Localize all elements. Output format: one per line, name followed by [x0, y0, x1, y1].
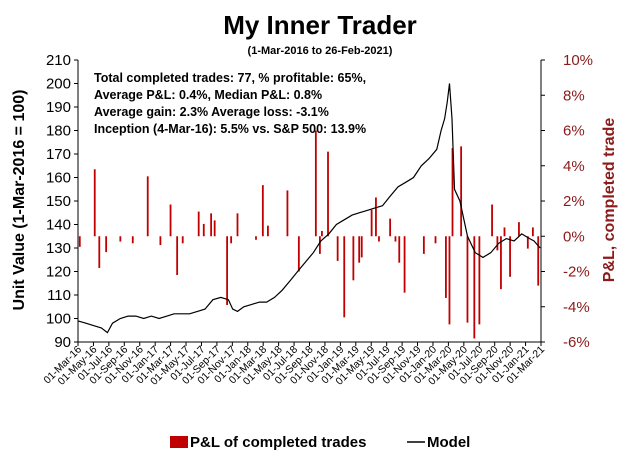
y-tick-label-right: 6%	[563, 123, 585, 140]
pnl-bar	[236, 213, 239, 237]
pnl-bar	[159, 236, 162, 246]
legend-label-line: Model	[427, 434, 470, 451]
pnl-bar	[267, 225, 269, 237]
pnl-bar	[496, 236, 499, 251]
pnl-bar	[500, 236, 502, 290]
pnl-bar	[518, 222, 520, 237]
y-tick-label-left: 120	[46, 264, 71, 281]
pnl-bar	[398, 236, 401, 263]
legend-label-bar: P&L of completed trades	[190, 434, 366, 451]
y-tick-label-left: 110	[47, 287, 71, 304]
pnl-bar	[445, 236, 447, 298]
pnl-bar	[503, 227, 506, 237]
y-tick-label-left: 160	[46, 170, 71, 187]
pnl-bar	[230, 236, 233, 244]
pnl-bar	[473, 236, 476, 339]
y-tick-label-right: -6%	[563, 334, 590, 351]
pnl-bar	[327, 151, 329, 237]
pnl-bar	[478, 236, 481, 325]
pnl-bar	[509, 236, 511, 277]
pnl-bar	[210, 213, 213, 237]
plot-area: 90 100 110 120 130 140 150 160 170 180 190 200 210 -6…	[41, 52, 593, 388]
y-axis-right-label: P&L, completed trade	[601, 118, 618, 283]
y-tick-label-left: 180	[46, 123, 71, 140]
pnl-bar	[531, 227, 534, 237]
pnl-bar	[389, 218, 392, 237]
pnl-bar	[105, 236, 108, 253]
pnl-bar	[321, 230, 323, 237]
pnl-bar	[526, 236, 529, 249]
pnl-bar	[93, 169, 96, 237]
pnl-bar	[360, 236, 363, 258]
chart-subtitle: (1-Mar-2016 to 26-Feb-2021)	[248, 45, 393, 57]
y-tick-label-left: 150	[46, 193, 71, 210]
y-tick-label-right: -2%	[563, 264, 590, 281]
annotation-box: Total completed trades: 77, % profitable…	[94, 71, 366, 136]
pnl-bar	[460, 146, 463, 237]
pnl-bar	[352, 236, 355, 281]
pnl-bar	[213, 220, 216, 237]
pnl-bar	[131, 236, 134, 244]
pnl-bar	[378, 236, 380, 242]
pnl-bar	[202, 223, 205, 237]
pnl-bar	[448, 236, 451, 325]
legend-swatch-bar	[170, 436, 188, 448]
model-line	[77, 83, 541, 334]
pnl-bar	[146, 176, 149, 237]
pnl-bar	[119, 236, 122, 242]
y-tick-label-left: 200	[46, 76, 71, 93]
pnl-bar	[261, 185, 264, 237]
pnl-bar	[78, 236, 81, 247]
pnl-bar	[466, 236, 469, 323]
y-tick-label-left: 170	[46, 146, 71, 163]
pnl-bar	[491, 204, 493, 237]
pnl-bar	[358, 236, 361, 263]
y-tick-label-left: 100	[46, 311, 71, 328]
pnl-bar	[226, 236, 228, 305]
pnl-bar	[451, 148, 454, 237]
y-tick-label-left: 90	[54, 334, 71, 351]
pnl-bar	[169, 204, 172, 237]
pnl-bar	[176, 236, 179, 276]
pnl-bar	[297, 236, 300, 272]
y-tick-label-left: 190	[46, 99, 71, 116]
pnl-bar	[537, 236, 540, 286]
y-tick-label-right: -4%	[563, 299, 590, 316]
pnl-bar	[181, 236, 184, 244]
annotation-line: Average P&L: 0.4%, Median P&L: 0.8%	[94, 88, 322, 102]
y-axis-left-label: Unit Value (1-Mar-2016 = 100)	[11, 90, 28, 311]
annotation-line: Inception (4-Mar-16): 5.5% vs. S&P 500: …	[94, 122, 366, 136]
pnl-bar	[255, 236, 257, 240]
pnl-bar	[394, 236, 397, 242]
pnl-bar	[197, 211, 200, 237]
pnl-bar	[422, 236, 425, 254]
pnl-bar	[343, 236, 346, 318]
pnl-bar	[318, 236, 321, 254]
legend: P&L of completed trades Model	[170, 434, 470, 451]
annotation-line: Total completed trades: 77, % profitable…	[94, 71, 366, 85]
pnl-bar	[434, 236, 437, 244]
pnl-bar	[336, 236, 339, 261]
chart-title: My Inner Trader	[223, 10, 417, 40]
y-tick-label-left: 140	[46, 217, 71, 234]
pnl-bar	[314, 130, 317, 237]
y-tick-label-right: 2%	[563, 193, 585, 210]
y-tick-label-right: 4%	[563, 158, 585, 175]
pnl-bar	[286, 190, 289, 237]
pnl-bar	[370, 209, 373, 237]
pnl-bar	[98, 236, 101, 268]
y-tick-label-left: 130	[46, 240, 71, 257]
y-tick-label-left: 210	[46, 52, 71, 69]
y-tick-label-right: 8%	[563, 87, 585, 104]
annotation-line: Average gain: 2.3% Average loss: -3.1%	[94, 105, 329, 119]
y-tick-label-right: 0%	[563, 228, 585, 245]
pnl-bar	[375, 197, 377, 237]
pnl-bar	[403, 236, 406, 293]
y-tick-label-right: 10%	[563, 52, 593, 69]
